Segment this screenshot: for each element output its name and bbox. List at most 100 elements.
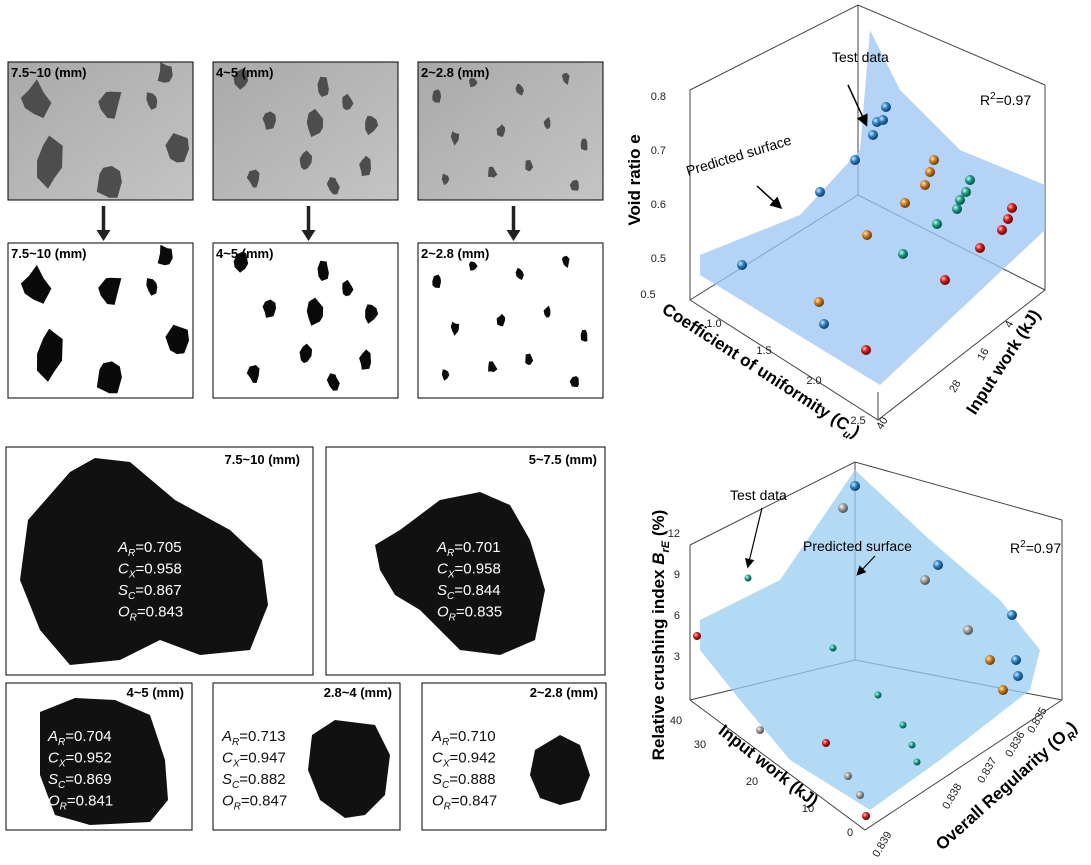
metric-symbol: A [431, 728, 442, 745]
r-squared-sup: 2 [1020, 539, 1026, 550]
test-point [850, 155, 860, 165]
aggregate-photo [262, 111, 276, 130]
annotation: Test data [730, 487, 787, 503]
metric: SC=0.869 [48, 771, 112, 791]
arrow [745, 507, 763, 569]
aggregate-photo [525, 159, 534, 172]
metric-subscript: R [128, 548, 135, 559]
metric-subscript: X [58, 759, 66, 770]
test-point [961, 187, 971, 197]
z-axis-label-symbol: B [649, 552, 668, 564]
photo-label: 4~5 (mm) [216, 65, 273, 80]
aggregate-binary [359, 349, 371, 370]
particle-silhouette [40, 698, 168, 825]
metric-symbol: C [432, 750, 443, 767]
test-point [838, 503, 848, 513]
x-tick-label: 1.5 [756, 345, 771, 357]
metric: OR=0.835 [437, 604, 502, 624]
metric-symbol: O [437, 604, 449, 621]
photo [417, 61, 604, 201]
aggregate-photo [165, 133, 189, 163]
test-point [1013, 671, 1023, 681]
metric-subscript: R [60, 802, 67, 813]
metric: CX=0.952 [48, 750, 112, 770]
metric-symbol: S [222, 771, 232, 788]
aggregate-binary [450, 321, 460, 336]
metric-subscript: X [442, 759, 450, 770]
z-axis-label: Void ratio e [625, 134, 644, 225]
aggregate-binary [432, 274, 441, 288]
aggregate-photo [469, 77, 478, 88]
metric-value: =0.947 [240, 750, 286, 767]
z-axis-label-text: Relative crushing index [649, 565, 668, 761]
metric-subscript: X [232, 759, 240, 770]
metric-symbol: C [222, 750, 233, 767]
z-axis-label-subscript: rE [660, 540, 672, 552]
test-point [933, 560, 943, 570]
metric: SC=0.888 [432, 771, 496, 791]
y-tick-label: 16 [975, 346, 992, 363]
metric-subscript: R [442, 737, 449, 748]
test-point [862, 812, 870, 820]
z-tick-label: 12 [668, 528, 680, 540]
metric-value: =0.888 [449, 771, 495, 788]
aggregate-photo [441, 173, 450, 186]
metric-symbol: A [47, 728, 58, 745]
metric-subscript: C [128, 591, 136, 602]
test-point [819, 319, 829, 329]
test-point [965, 175, 975, 185]
annotation: Test data [832, 49, 889, 65]
aggregate-binary [342, 279, 354, 297]
metric-subscript: R [234, 802, 241, 813]
metric-subscript: X [447, 570, 455, 581]
binary-label: 4~5 (mm) [216, 246, 273, 261]
test-point [829, 644, 837, 652]
particle-silhouette [308, 720, 390, 818]
test-point [693, 632, 701, 640]
photo-label: 7.5~10 (mm) [11, 65, 87, 80]
test-point [756, 726, 764, 734]
aggregate-photo [98, 91, 122, 119]
test-point [952, 204, 962, 214]
binary-label: 2~2.8 (mm) [421, 246, 489, 261]
metric-symbol: A [436, 539, 447, 556]
metric: SC=0.844 [437, 582, 501, 602]
aggregate-photo [342, 93, 354, 111]
aggregate-photo [246, 169, 260, 188]
arrow [856, 555, 876, 576]
y-tick-label: 0.837 [975, 756, 999, 786]
metric-subscript: X [128, 570, 136, 581]
y-tick-label: 0.836 [1003, 730, 1027, 760]
r-squared-value: =0.97 [996, 92, 1032, 108]
aggregate-binary [525, 353, 534, 366]
metric-value: =0.869 [65, 771, 111, 788]
y-tick-label: 0.838 [940, 782, 964, 812]
test-point [874, 691, 882, 699]
x-tick-label: 30 [694, 739, 706, 751]
aggregate-binary [496, 313, 506, 327]
arrow-head [96, 230, 111, 241]
aggregate-binary [469, 261, 478, 271]
aggregate-photo [299, 150, 313, 170]
metric: CX=0.958 [118, 561, 182, 581]
arrow [847, 84, 868, 127]
metric: AR=0.704 [47, 728, 112, 748]
aggregate-photo [580, 138, 588, 151]
metric-value: =0.847 [241, 793, 287, 810]
test-point [913, 758, 921, 766]
aggregate-photo [96, 166, 122, 198]
annotation: Predicted surface [684, 132, 793, 179]
metric: CX=0.947 [222, 750, 286, 770]
test-point [908, 741, 916, 749]
aggregate-binary [515, 268, 524, 280]
x-tick-label: 2.5 [850, 415, 865, 427]
aggregate-photo [326, 177, 340, 195]
test-point [744, 574, 752, 582]
test-point [737, 260, 747, 270]
test-point [940, 275, 950, 285]
metric: AR=0.705 [117, 539, 182, 559]
test-point [815, 187, 825, 197]
metric-value: =0.942 [450, 750, 496, 767]
metric-value: =0.841 [67, 793, 113, 810]
